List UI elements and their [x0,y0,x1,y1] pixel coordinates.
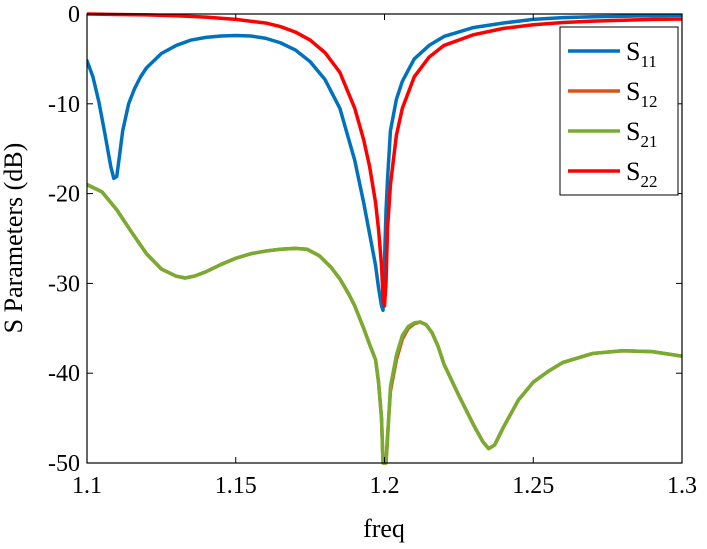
y-tick-label: -50 [48,451,80,477]
series-line-s11 [87,13,682,313]
legend-label-s21: S21 [626,117,657,151]
y-tick-label: -10 [48,92,80,118]
series-line-s22 [87,12,682,308]
x-tick-label: 1.1 [72,473,102,499]
y-tick-label: -30 [48,271,80,297]
x-tick-label: 1.25 [512,473,554,499]
legend-box [559,26,679,196]
y-tick-label: -40 [48,361,80,387]
y-axis-label: S Parameters (dB) [0,143,28,334]
y-tick-label: -20 [48,182,80,208]
x-tick-label: 1.2 [370,473,400,499]
legend-label-s22: S22 [626,157,657,191]
axis-ticks: 1.1 1.15 1.2 1.25 1.3 -50 -40 -30 -20 -10 0 [48,2,697,499]
legend-label-s12: S12 [626,77,657,111]
y-tick-label: 0 [68,2,80,28]
x-axis-label: freq [363,514,405,543]
legend: S11 S12 S21 S22 [559,26,679,196]
legend-label-s11: S11 [626,37,657,71]
x-tick-label: 1.15 [215,473,257,499]
x-tick-label: 1.3 [667,473,697,499]
